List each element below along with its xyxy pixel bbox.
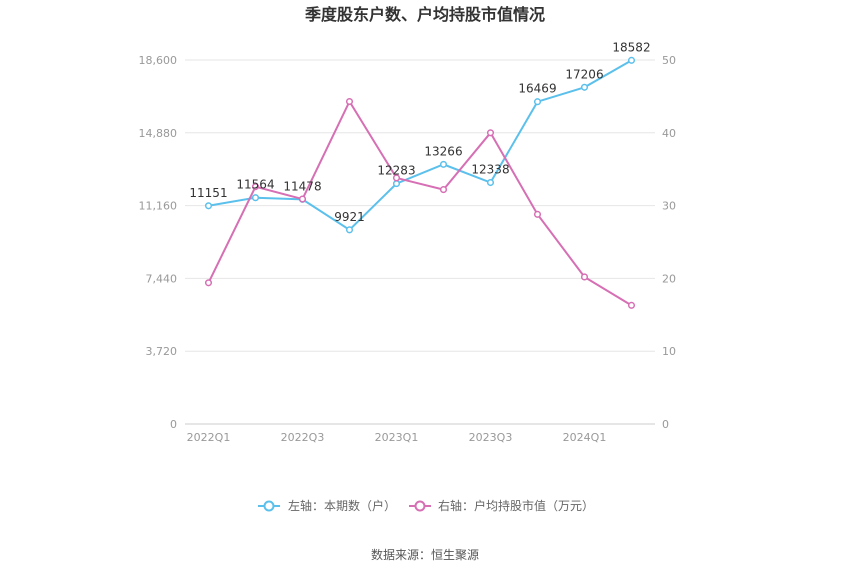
x-tick-label: 2023Q1 bbox=[375, 431, 419, 444]
data-point-right[interactable] bbox=[627, 301, 636, 309]
data-point-right[interactable] bbox=[439, 186, 448, 194]
right-tick-label: 40 bbox=[662, 127, 676, 140]
left-tick-label: 18,600 bbox=[139, 54, 178, 67]
data-point-right[interactable] bbox=[251, 183, 260, 191]
data-point-left[interactable] bbox=[392, 180, 401, 188]
data-point-right[interactable] bbox=[298, 195, 307, 203]
data-point-right[interactable] bbox=[345, 97, 354, 106]
legend-right-marker bbox=[414, 500, 426, 512]
left-tick-label: 11,160 bbox=[139, 200, 178, 213]
left-tick-label: 3,720 bbox=[146, 345, 178, 358]
x-tick-label: 2022Q3 bbox=[281, 431, 325, 444]
data-label: 11151 bbox=[189, 186, 227, 200]
data-label: 12338 bbox=[471, 163, 509, 177]
source-note: 数据来源：恒生聚源 bbox=[371, 547, 479, 562]
right-tick-label: 30 bbox=[662, 200, 676, 213]
data-point-left[interactable] bbox=[439, 160, 448, 168]
data-label: 11478 bbox=[283, 179, 321, 193]
data-point-right[interactable] bbox=[533, 210, 542, 218]
legend-left-label: 左轴：本期数（户） bbox=[288, 498, 396, 513]
legend-item-right[interactable]: 右轴：户均持股市值（万元） bbox=[409, 498, 594, 513]
right-tick-label: 50 bbox=[662, 54, 676, 67]
x-tick-label: 2024Q1 bbox=[563, 431, 607, 444]
right-tick-label: 10 bbox=[662, 345, 676, 358]
data-point-right[interactable] bbox=[204, 279, 213, 287]
left-tick-label: 14,880 bbox=[139, 127, 178, 140]
data-label: 9921 bbox=[334, 210, 365, 224]
data-label: 11564 bbox=[236, 178, 274, 192]
data-label: 18582 bbox=[612, 40, 650, 54]
x-tick-label: 2023Q3 bbox=[469, 431, 513, 444]
series-lines bbox=[204, 56, 636, 309]
axes: 0 0 3,720 10 7,440 20 11,160 30 14,880 40 18,600 50… bbox=[139, 54, 677, 444]
left-tick-label: 7,440 bbox=[146, 272, 178, 285]
data-point-left[interactable] bbox=[204, 202, 213, 210]
x-tick-label: 2022Q1 bbox=[187, 431, 231, 444]
data-point-left[interactable] bbox=[251, 194, 260, 202]
right-tick-label: 0 bbox=[662, 418, 669, 431]
data-point-right[interactable] bbox=[580, 273, 589, 281]
data-point-left[interactable] bbox=[627, 56, 636, 64]
chart-title: 季度股东户数、户均持股市值情况 bbox=[304, 5, 545, 24]
data-labels: 11151 11564 11478 9921 12283 13266 12338 16469 1… bbox=[189, 40, 650, 223]
legend-left-marker bbox=[263, 500, 275, 512]
series-line-left bbox=[208, 59, 632, 232]
left-tick-label: 0 bbox=[170, 418, 177, 431]
data-point-right[interactable] bbox=[392, 174, 401, 182]
data-label: 17206 bbox=[565, 67, 603, 81]
data-point-left[interactable] bbox=[580, 83, 589, 91]
data-point-left[interactable] bbox=[486, 178, 495, 187]
data-point-right[interactable] bbox=[486, 129, 495, 137]
data-label: 13266 bbox=[424, 144, 462, 158]
data-point-left[interactable] bbox=[345, 226, 354, 234]
data-label: 12283 bbox=[377, 164, 415, 178]
legend-item-left[interactable]: 左轴：本期数（户） bbox=[258, 498, 396, 513]
legend: 左轴：本期数（户） 右轴：户均持股市值（万元） bbox=[258, 498, 594, 513]
right-tick-label: 20 bbox=[662, 272, 676, 285]
grid bbox=[185, 59, 655, 352]
data-label: 16469 bbox=[518, 82, 556, 96]
data-point-left[interactable] bbox=[533, 98, 542, 106]
legend-right-label: 右轴：户均持股市值（万元） bbox=[438, 498, 594, 513]
series-line-right bbox=[207, 99, 633, 307]
